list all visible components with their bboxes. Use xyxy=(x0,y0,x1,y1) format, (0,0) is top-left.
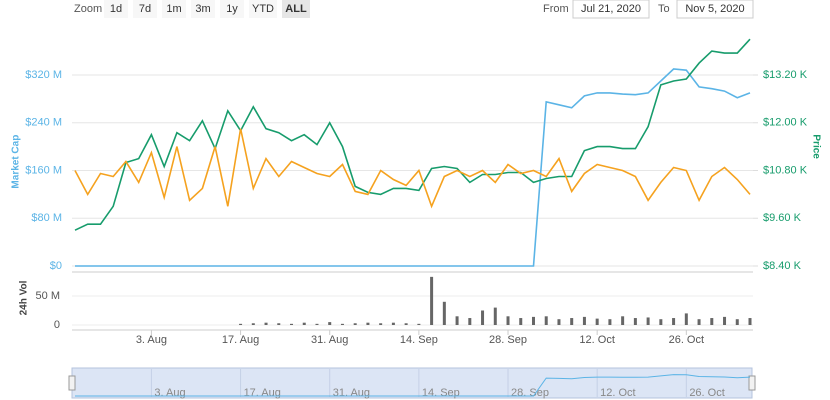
to-label: To xyxy=(658,3,670,15)
y-tick-label: $0 xyxy=(50,260,62,272)
volume-bar xyxy=(748,318,752,325)
volume-bar xyxy=(391,322,395,325)
from-date[interactable]: Jul 21, 2020 xyxy=(581,3,641,15)
navigator-label: 3. Aug xyxy=(154,387,185,399)
volume-bar xyxy=(506,316,510,325)
zoom-button-label[interactable]: 1y xyxy=(226,3,238,15)
y2-tick-label: $8.40 K xyxy=(763,260,802,272)
series-line xyxy=(74,38,751,231)
volume-bar xyxy=(723,316,727,325)
y2-tick-label: $9.60 K xyxy=(763,212,802,224)
volume-bar xyxy=(328,322,332,325)
zoom-button[interactable] xyxy=(104,0,128,18)
zoom-button[interactable] xyxy=(133,0,157,18)
x-tick-label: 28. Sep xyxy=(489,334,527,346)
volume-bar xyxy=(340,323,344,325)
volume-bar xyxy=(315,323,319,325)
volume-bar xyxy=(519,318,523,325)
zoom-button-label[interactable]: 7d xyxy=(139,3,151,15)
x-tick-label: 12. Oct xyxy=(579,334,614,346)
zoom-button-label[interactable]: 3m xyxy=(195,3,210,15)
volume-bar xyxy=(735,319,739,325)
zoom-button[interactable] xyxy=(249,0,277,18)
x-tick-label: 26. Oct xyxy=(669,334,704,346)
y-axis-title: 24h Vol xyxy=(19,280,30,315)
series-line xyxy=(74,128,751,209)
volume-bar xyxy=(481,310,485,325)
navigator[interactable] xyxy=(71,367,753,399)
volume-bar xyxy=(264,322,268,325)
zoom-button-label[interactable]: 1d xyxy=(110,3,122,15)
volume-bar xyxy=(684,313,688,325)
x-tick-label: 14. Sep xyxy=(400,334,438,346)
volume-bar xyxy=(710,318,714,325)
navigator-line xyxy=(75,374,751,397)
y2-tick-label: $12.00 K xyxy=(763,117,808,129)
y-axis-title: Market Cap xyxy=(11,135,22,189)
volume-bar xyxy=(595,318,599,325)
zoom-label: Zoom xyxy=(74,3,102,15)
volume-bar xyxy=(442,301,446,325)
to-input[interactable] xyxy=(676,0,754,19)
volume-bar xyxy=(404,323,408,325)
navigator-label: 31. Aug xyxy=(333,387,370,399)
volume-bar xyxy=(557,319,561,325)
navigator-label: 12. Oct xyxy=(600,387,635,399)
volume-bar xyxy=(417,323,421,325)
from-input[interactable] xyxy=(572,0,650,19)
volume-bar xyxy=(239,323,243,325)
volume-bar xyxy=(455,316,459,325)
series-line xyxy=(75,68,751,267)
navigator-label: 28. Sep xyxy=(511,387,549,399)
volume-bar xyxy=(251,323,255,325)
volume-bar xyxy=(531,316,535,325)
zoom-button[interactable] xyxy=(162,0,186,18)
zoom-button-label[interactable]: YTD xyxy=(252,3,274,15)
volume-bar xyxy=(468,318,472,325)
volume-bar xyxy=(353,323,357,325)
y2-tick-label: $13.20 K xyxy=(763,69,808,81)
volume-bar xyxy=(633,318,637,325)
y-tick-label: $320 M xyxy=(25,69,62,81)
volume-bar xyxy=(430,276,434,325)
volume-bar xyxy=(672,318,676,325)
x-tick-label: 31. Aug xyxy=(311,334,348,346)
volume-bar xyxy=(277,323,281,325)
y2-axis-title: Price xyxy=(810,134,821,159)
volume-bar xyxy=(290,323,294,325)
y-tick-label: $160 M xyxy=(25,164,62,176)
y-tick-label: 0 xyxy=(54,319,60,331)
navigator-label: 26. Oct xyxy=(689,387,724,399)
volume-bar xyxy=(570,318,574,325)
x-tick-label: 3. Aug xyxy=(136,334,167,346)
volume-bar xyxy=(582,316,586,325)
navigator-handle[interactable] xyxy=(748,375,756,391)
volume-bar xyxy=(659,319,663,325)
volume-bar xyxy=(544,316,548,325)
volume-bar xyxy=(621,316,625,325)
zoom-button[interactable] xyxy=(191,0,215,18)
volume-bar xyxy=(366,322,370,325)
y-tick-label: $240 M xyxy=(25,117,62,129)
zoom-button-label[interactable]: 1m xyxy=(166,3,181,15)
volume-bar xyxy=(302,322,306,325)
x-tick-label: 17. Aug xyxy=(222,334,259,346)
navigator-label: 17. Aug xyxy=(244,387,281,399)
y2-tick-label: $10.80 K xyxy=(763,164,808,176)
zoom-button[interactable] xyxy=(220,0,244,18)
volume-bar xyxy=(697,319,701,325)
y-tick-label: 50 M xyxy=(36,290,60,302)
volume-bar xyxy=(379,323,383,325)
from-label: From xyxy=(543,3,569,15)
zoom-button-label[interactable]: ALL xyxy=(285,3,307,15)
volume-bar xyxy=(608,319,612,325)
volume-bar xyxy=(646,317,650,325)
to-date[interactable]: Nov 5, 2020 xyxy=(685,3,744,15)
y-tick-label: $80 M xyxy=(31,212,62,224)
navigator-label: 14. Sep xyxy=(422,387,460,399)
volume-bar xyxy=(493,307,497,325)
zoom-button[interactable] xyxy=(282,0,310,18)
navigator-handle[interactable] xyxy=(68,375,76,391)
